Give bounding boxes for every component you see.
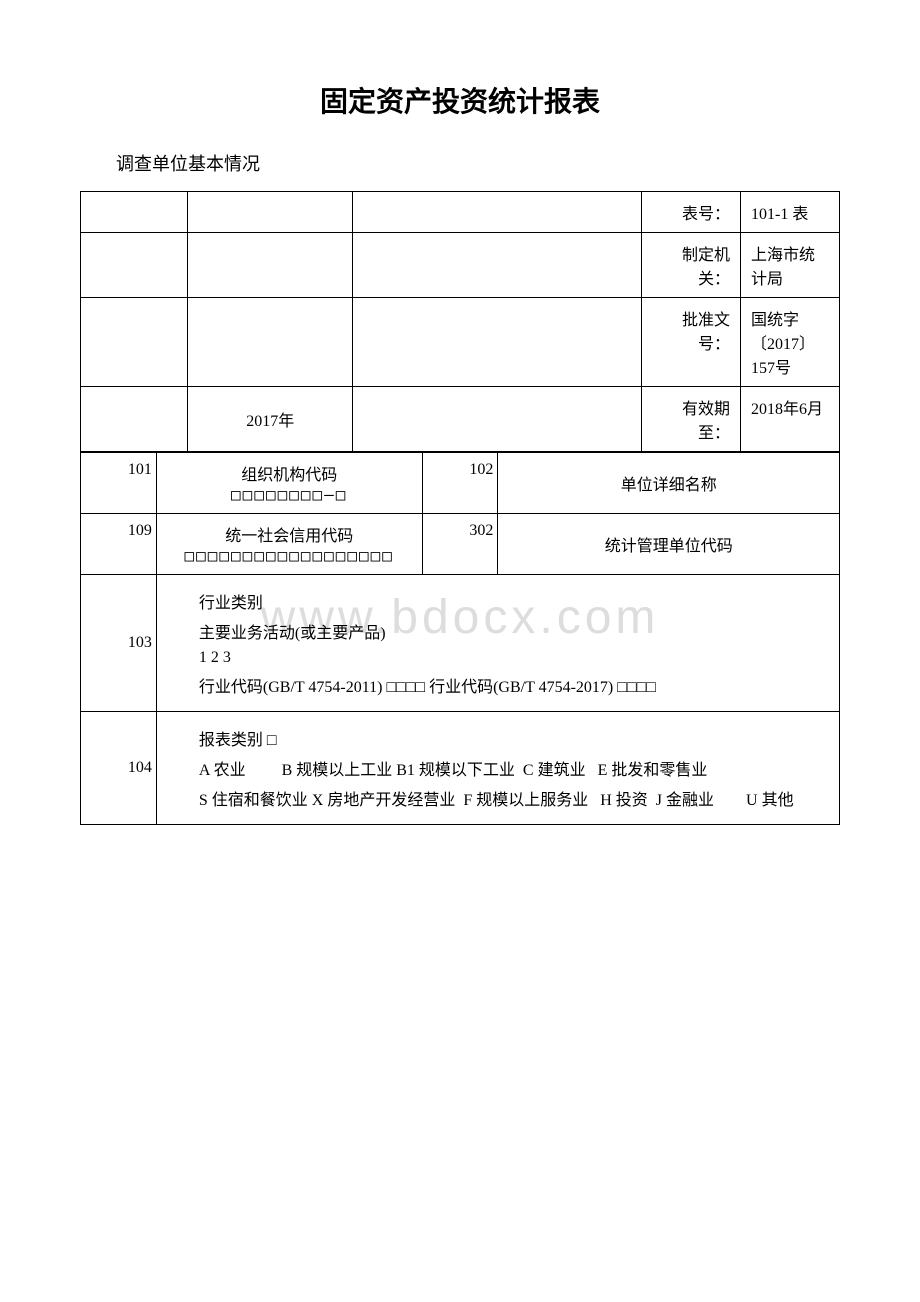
field-number: 302 [422,514,498,575]
field-label: 统计管理单位代码 [605,538,733,555]
blank-cell [81,192,188,233]
field-label: 组织机构代码 [241,467,337,484]
field-number: 101 [81,453,157,514]
header-value: 国统字〔2017〕157号 [740,298,839,387]
header-table: 表号： 101-1 表 制定机关： 上海市统计局 批准文号： 国统字〔2017〕… [80,191,840,452]
blank-cell [353,298,642,387]
field-label: 统一社会信用代码 [225,528,353,545]
blank-cell [81,387,188,452]
table-row: 103 行业类别 主要业务活动(或主要产品) 1 2 3 行业代码(GB/T 4… [81,575,840,712]
table-row: 109 统一社会信用代码 □□□□□□□□□□□□□□□□□□ 302 统计管理… [81,514,840,575]
field-cell: 组织机构代码 □□□□□□□□—□ [156,453,422,514]
page-subtitle: 调查单位基本情况 [80,150,840,176]
blank-cell [81,298,188,387]
header-label: 批准文号： [641,298,740,387]
field-number: 104 [81,712,157,825]
field-cell: 行业类别 主要业务活动(或主要产品) 1 2 3 行业代码(GB/T 4754-… [156,575,839,712]
blank-cell [81,233,188,298]
field-label: 单位详细名称 [621,477,717,494]
header-value: 101-1 表 [740,192,839,233]
header-row: 制定机关： 上海市统计局 [81,233,840,298]
header-row: 2017年 有效期至： 2018年6月 [81,387,840,452]
page-title: 固定资产投资统计报表 [80,80,840,120]
header-value: 2018年6月 [740,387,839,452]
field-cell: 统计管理单位代码 [498,514,840,575]
table-row: 101 组织机构代码 □□□□□□□□—□ 102 单位详细名称 [81,453,840,514]
header-row: 批准文号： 国统字〔2017〕157号 [81,298,840,387]
year-cell [188,192,353,233]
header-label: 制定机关： [641,233,740,298]
header-label: 有效期至： [641,387,740,452]
field-cell: 报表类别 □ A 农业 B 规模以上工业 B1 规模以下工业 C 建筑业 E 批… [156,712,839,825]
field-cell: 统一社会信用代码 □□□□□□□□□□□□□□□□□□ [156,514,422,575]
field-number: 103 [81,575,157,712]
field-line: 行业类别 [167,589,829,613]
year-cell: 2017年 [188,387,353,452]
blank-cell [353,233,642,298]
table-row: 104 报表类别 □ A 农业 B 规模以上工业 B1 规模以下工业 C 建筑业… [81,712,840,825]
field-line: S 住宿和餐饮业 X 房地产开发经营业 F 规模以上服务业 H 投资 J 金融业… [167,786,829,810]
field-line: 报表类别 □ [167,726,829,750]
field-number: 102 [422,453,498,514]
year-cell [188,233,353,298]
input-boxes[interactable]: □□□□□□□□□□□□□□□□□□ [185,546,394,565]
blank-cell [353,192,642,233]
year-cell [188,298,353,387]
field-number: 109 [81,514,157,575]
field-line: 1 2 3 [167,649,829,667]
field-line: 行业代码(GB/T 4754-2011) □□□□ 行业代码(GB/T 4754… [167,673,829,697]
field-line: A 农业 B 规模以上工业 B1 规模以下工业 C 建筑业 E 批发和零售业 [167,756,829,780]
header-label: 表号： [641,192,740,233]
header-value: 上海市统计局 [740,233,839,298]
form-table: 101 组织机构代码 □□□□□□□□—□ 102 单位详细名称 109 统一社… [80,452,840,825]
input-boxes[interactable]: □□□□□□□□—□ [231,485,347,504]
field-line: 主要业务活动(或主要产品) [167,619,829,643]
header-row: 表号： 101-1 表 [81,192,840,233]
field-cell: 单位详细名称 [498,453,840,514]
blank-cell [353,387,642,452]
